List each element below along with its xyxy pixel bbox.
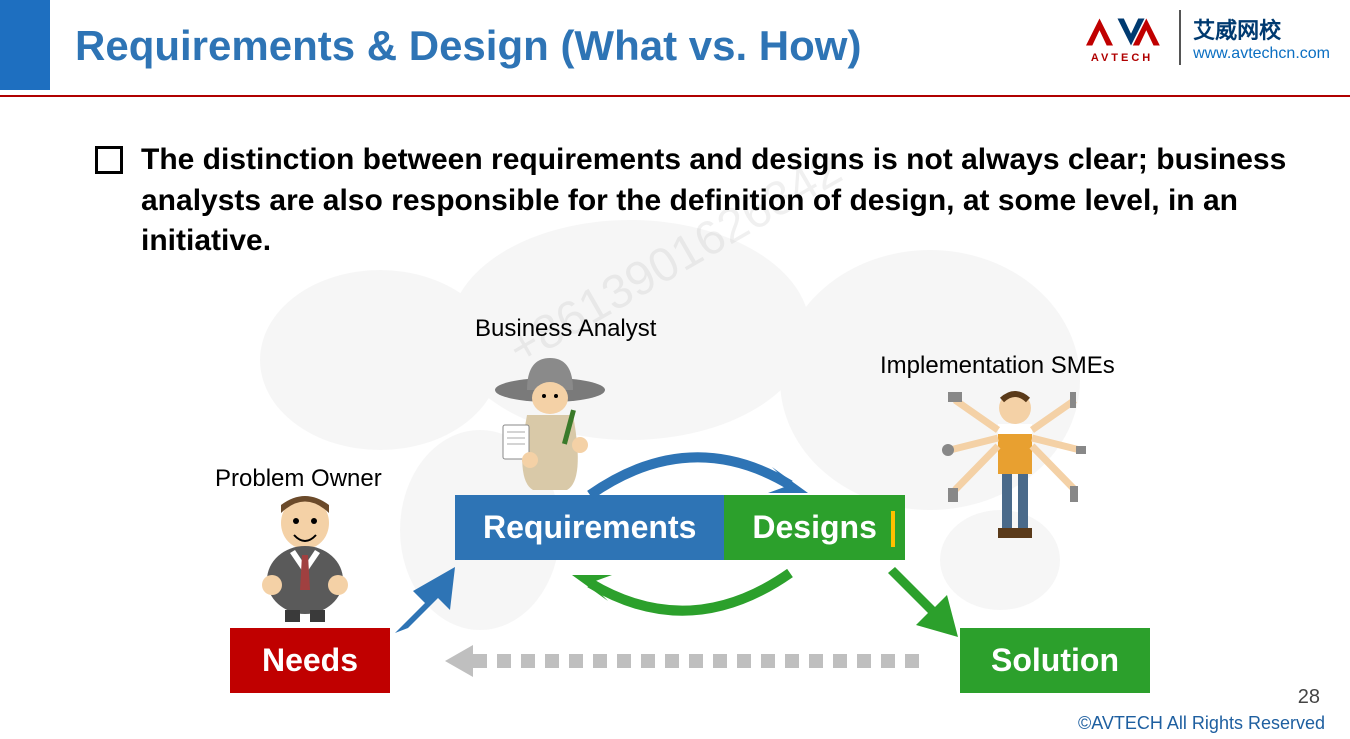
dot <box>833 654 847 668</box>
brand-url: www.avtechcn.com <box>1193 45 1330 63</box>
dot <box>617 654 631 668</box>
dot <box>569 654 583 668</box>
dot <box>497 654 511 668</box>
cursor-indicator <box>891 511 895 547</box>
arrow-des-to-sol <box>880 555 970 645</box>
dot <box>521 654 535 668</box>
dot <box>713 654 727 668</box>
dot <box>473 654 487 668</box>
checkbox-icon <box>95 146 123 174</box>
dotted-arrow-sol-to-needs <box>445 645 929 677</box>
label-impl-smes: Implementation SMEs <box>880 352 1115 380</box>
header-logo-block: AVTECH 艾威网校 www.avtechcn.com <box>1077 10 1330 65</box>
avtech-logo-icon <box>1077 12 1167 52</box>
brand-chinese: 艾威网校 <box>1193 13 1330 45</box>
avtech-logo: AVTECH <box>1077 12 1167 64</box>
header-underline <box>0 95 1350 97</box>
dot <box>857 654 871 668</box>
cycle-arrow-top <box>550 435 830 510</box>
dot <box>545 654 559 668</box>
designs-text: Designs <box>752 509 876 545</box>
label-business-analyst: Business Analyst <box>475 315 656 343</box>
bullet-item: The distinction between requirements and… <box>95 140 1295 262</box>
slide-title: Requirements & Design (What vs. How) <box>75 22 861 70</box>
label-problem-owner: Problem Owner <box>215 465 382 493</box>
dot <box>785 654 799 668</box>
header-divider <box>1179 10 1181 65</box>
dot <box>689 654 703 668</box>
copyright-text: ©AVTECH All Rights Reserved <box>1078 713 1325 734</box>
bullet-text: The distinction between requirements and… <box>141 140 1295 262</box>
dot <box>809 654 823 668</box>
dot <box>761 654 775 668</box>
impl-smes-figure <box>940 380 1090 550</box>
avtech-logo-text: AVTECH <box>1091 52 1153 64</box>
page-number: 28 <box>1298 686 1320 709</box>
brand-block: 艾威网校 www.avtechcn.com <box>1193 13 1330 63</box>
dot <box>593 654 607 668</box>
header-accent <box>0 0 50 90</box>
dot <box>905 654 919 668</box>
solution-box: Solution <box>960 628 1150 693</box>
cycle-arrow-bottom <box>550 558 830 633</box>
needs-box: Needs <box>230 628 390 693</box>
diagram-area: Problem Owner Business Analyst Implement… <box>180 310 1180 710</box>
dot <box>665 654 679 668</box>
dotted-arrow-head-icon <box>445 645 473 677</box>
problem-owner-figure <box>250 495 360 625</box>
arrow-needs-to-req <box>380 555 470 645</box>
dot <box>881 654 895 668</box>
dot <box>641 654 655 668</box>
dot <box>737 654 751 668</box>
